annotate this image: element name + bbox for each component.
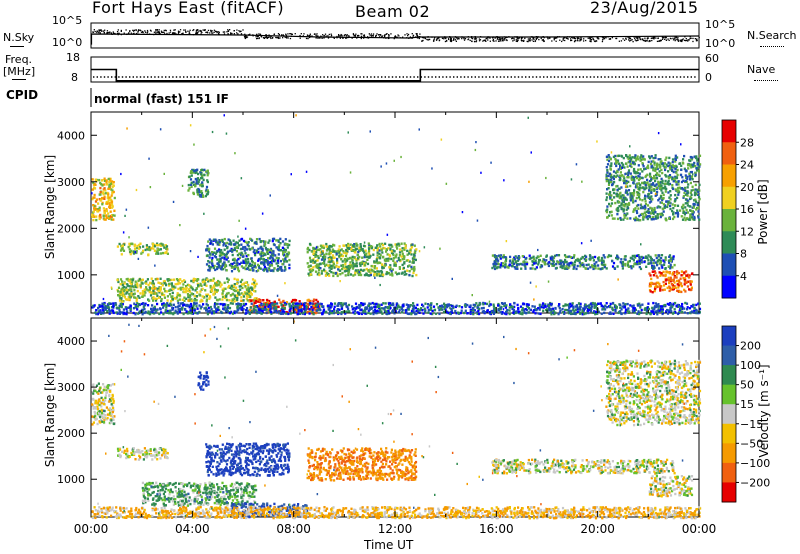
- velocity-ytick-label-2: 2000: [57, 427, 85, 440]
- freq-tick-bottom: 8: [71, 71, 78, 84]
- velocity-colorbar-segment-6: [722, 443, 736, 464]
- velocity-cb-tick-label-1: 100: [740, 359, 761, 372]
- power-cb-tick-label-0: 28: [740, 136, 754, 149]
- velocity-cb-tick-label-2: 50: [740, 379, 754, 392]
- xtick-label-1: 04:00: [175, 522, 210, 536]
- nsky-label: N.Sky: [3, 31, 35, 44]
- xtick-label-3: 12:00: [378, 522, 413, 536]
- power-colorbar-segment-5: [722, 231, 736, 254]
- xtick-label-2: 08:00: [276, 522, 311, 536]
- power-cb-tick-label-3: 16: [740, 203, 754, 216]
- power-ytick-label-3: 1000: [57, 269, 85, 282]
- velocity-cb-tick-label-4: −15: [740, 418, 763, 431]
- velocity-cb-tick-label-7: −200: [740, 476, 770, 489]
- velocity-heatmap-cells: [91, 320, 702, 520]
- cpid-text: normal (fast) 151 IF: [94, 92, 229, 106]
- nsearch-legend-line: [760, 46, 784, 47]
- velocity-ytick-label-0: 4000: [57, 335, 85, 348]
- power-ytick-label-2: 2000: [57, 222, 85, 235]
- power-ytick-label-1: 3000: [57, 176, 85, 189]
- power-panel-frame: [90, 111, 700, 314]
- xtick-label-5: 20:00: [580, 522, 615, 536]
- nave-label: Nave: [747, 63, 776, 76]
- velocity-colorbar-segment-5: [722, 423, 736, 444]
- velocity-colorbar-segment-8: [722, 482, 736, 503]
- date-label: 23/Aug/2015: [590, 0, 699, 17]
- power-cb-tick-label-2: 20: [740, 181, 754, 194]
- freq-tick-top: 18: [66, 51, 80, 64]
- velocity-cb-tick-label-6: −100: [740, 457, 770, 470]
- freq-legend-line: [12, 79, 26, 80]
- nsky-scatter: [92, 29, 700, 43]
- power-colorbar-segment-3: [722, 186, 736, 210]
- velocity-colorbar-segment-7: [722, 462, 736, 483]
- power-colorbar-segment-2: [722, 164, 736, 188]
- velocity-cb-tick-label-5: −50: [740, 437, 763, 450]
- xtick-label-0: 00:00: [74, 522, 109, 536]
- nave-tick-bottom: 0: [705, 71, 712, 84]
- velocity-ytick-label-1: 3000: [57, 381, 85, 394]
- freq-series-line: [91, 68, 699, 82]
- power-colorbar-segment-1: [722, 142, 736, 165]
- power-colorbar-segment-0: [722, 120, 736, 143]
- beam-label: Beam 02: [355, 2, 431, 21]
- nsearch-tick-top: 10^5: [705, 18, 736, 31]
- power-colorbar-segment-4: [722, 209, 736, 232]
- nsearch-label: N.Search: [747, 29, 797, 42]
- power-cb-tick-label-1: 24: [740, 159, 754, 172]
- power-cb-tick-label-4: 12: [740, 225, 754, 238]
- velocity-cb-tick-label-3: 15: [740, 398, 754, 411]
- velocity-colorbar-segment-2: [722, 365, 736, 386]
- power-heatmap-cells: [91, 114, 702, 316]
- velocity-colorbar-segment-0: [722, 326, 736, 347]
- power-colorbar-segment-6: [722, 253, 736, 277]
- velocity-ytick-label-3: 1000: [57, 473, 85, 486]
- nsky-tick-bottom: 10^0: [52, 36, 83, 49]
- power-colorbar-segment-7: [722, 275, 736, 299]
- freq-unit-label: [MHz]: [3, 65, 36, 78]
- velocity-cb-tick-label-0: 200: [740, 340, 761, 353]
- freq-label: Freq.: [5, 53, 33, 66]
- xtick-label-6: 00:00: [682, 522, 717, 536]
- power-cb-tick-label-6: 4: [740, 270, 747, 283]
- velocity-colorbar-frame: [721, 325, 737, 503]
- cpid-label: CPID: [6, 88, 39, 102]
- nsky-tick-top: 10^5: [52, 14, 83, 27]
- power-cb-tick-label-5: 8: [740, 248, 747, 261]
- nave-legend-line: [754, 80, 778, 81]
- station-title: Fort Hays East (fitACF): [92, 0, 285, 17]
- time-axis-label: Time UT: [364, 538, 414, 552]
- velocity-colorbar-segment-4: [722, 404, 736, 425]
- velocity-colorbar-segment-1: [722, 345, 736, 366]
- xtick-label-4: 16:00: [479, 522, 514, 536]
- power-ytick-label-0: 4000: [57, 129, 85, 142]
- nsearch-tick-bottom: 10^0: [705, 37, 736, 50]
- velocity-panel-frame: [90, 317, 700, 518]
- nave-tick-top: 60: [705, 52, 719, 65]
- velocity-colorbar-segment-3: [722, 384, 736, 405]
- nsky-legend-line: [10, 46, 24, 47]
